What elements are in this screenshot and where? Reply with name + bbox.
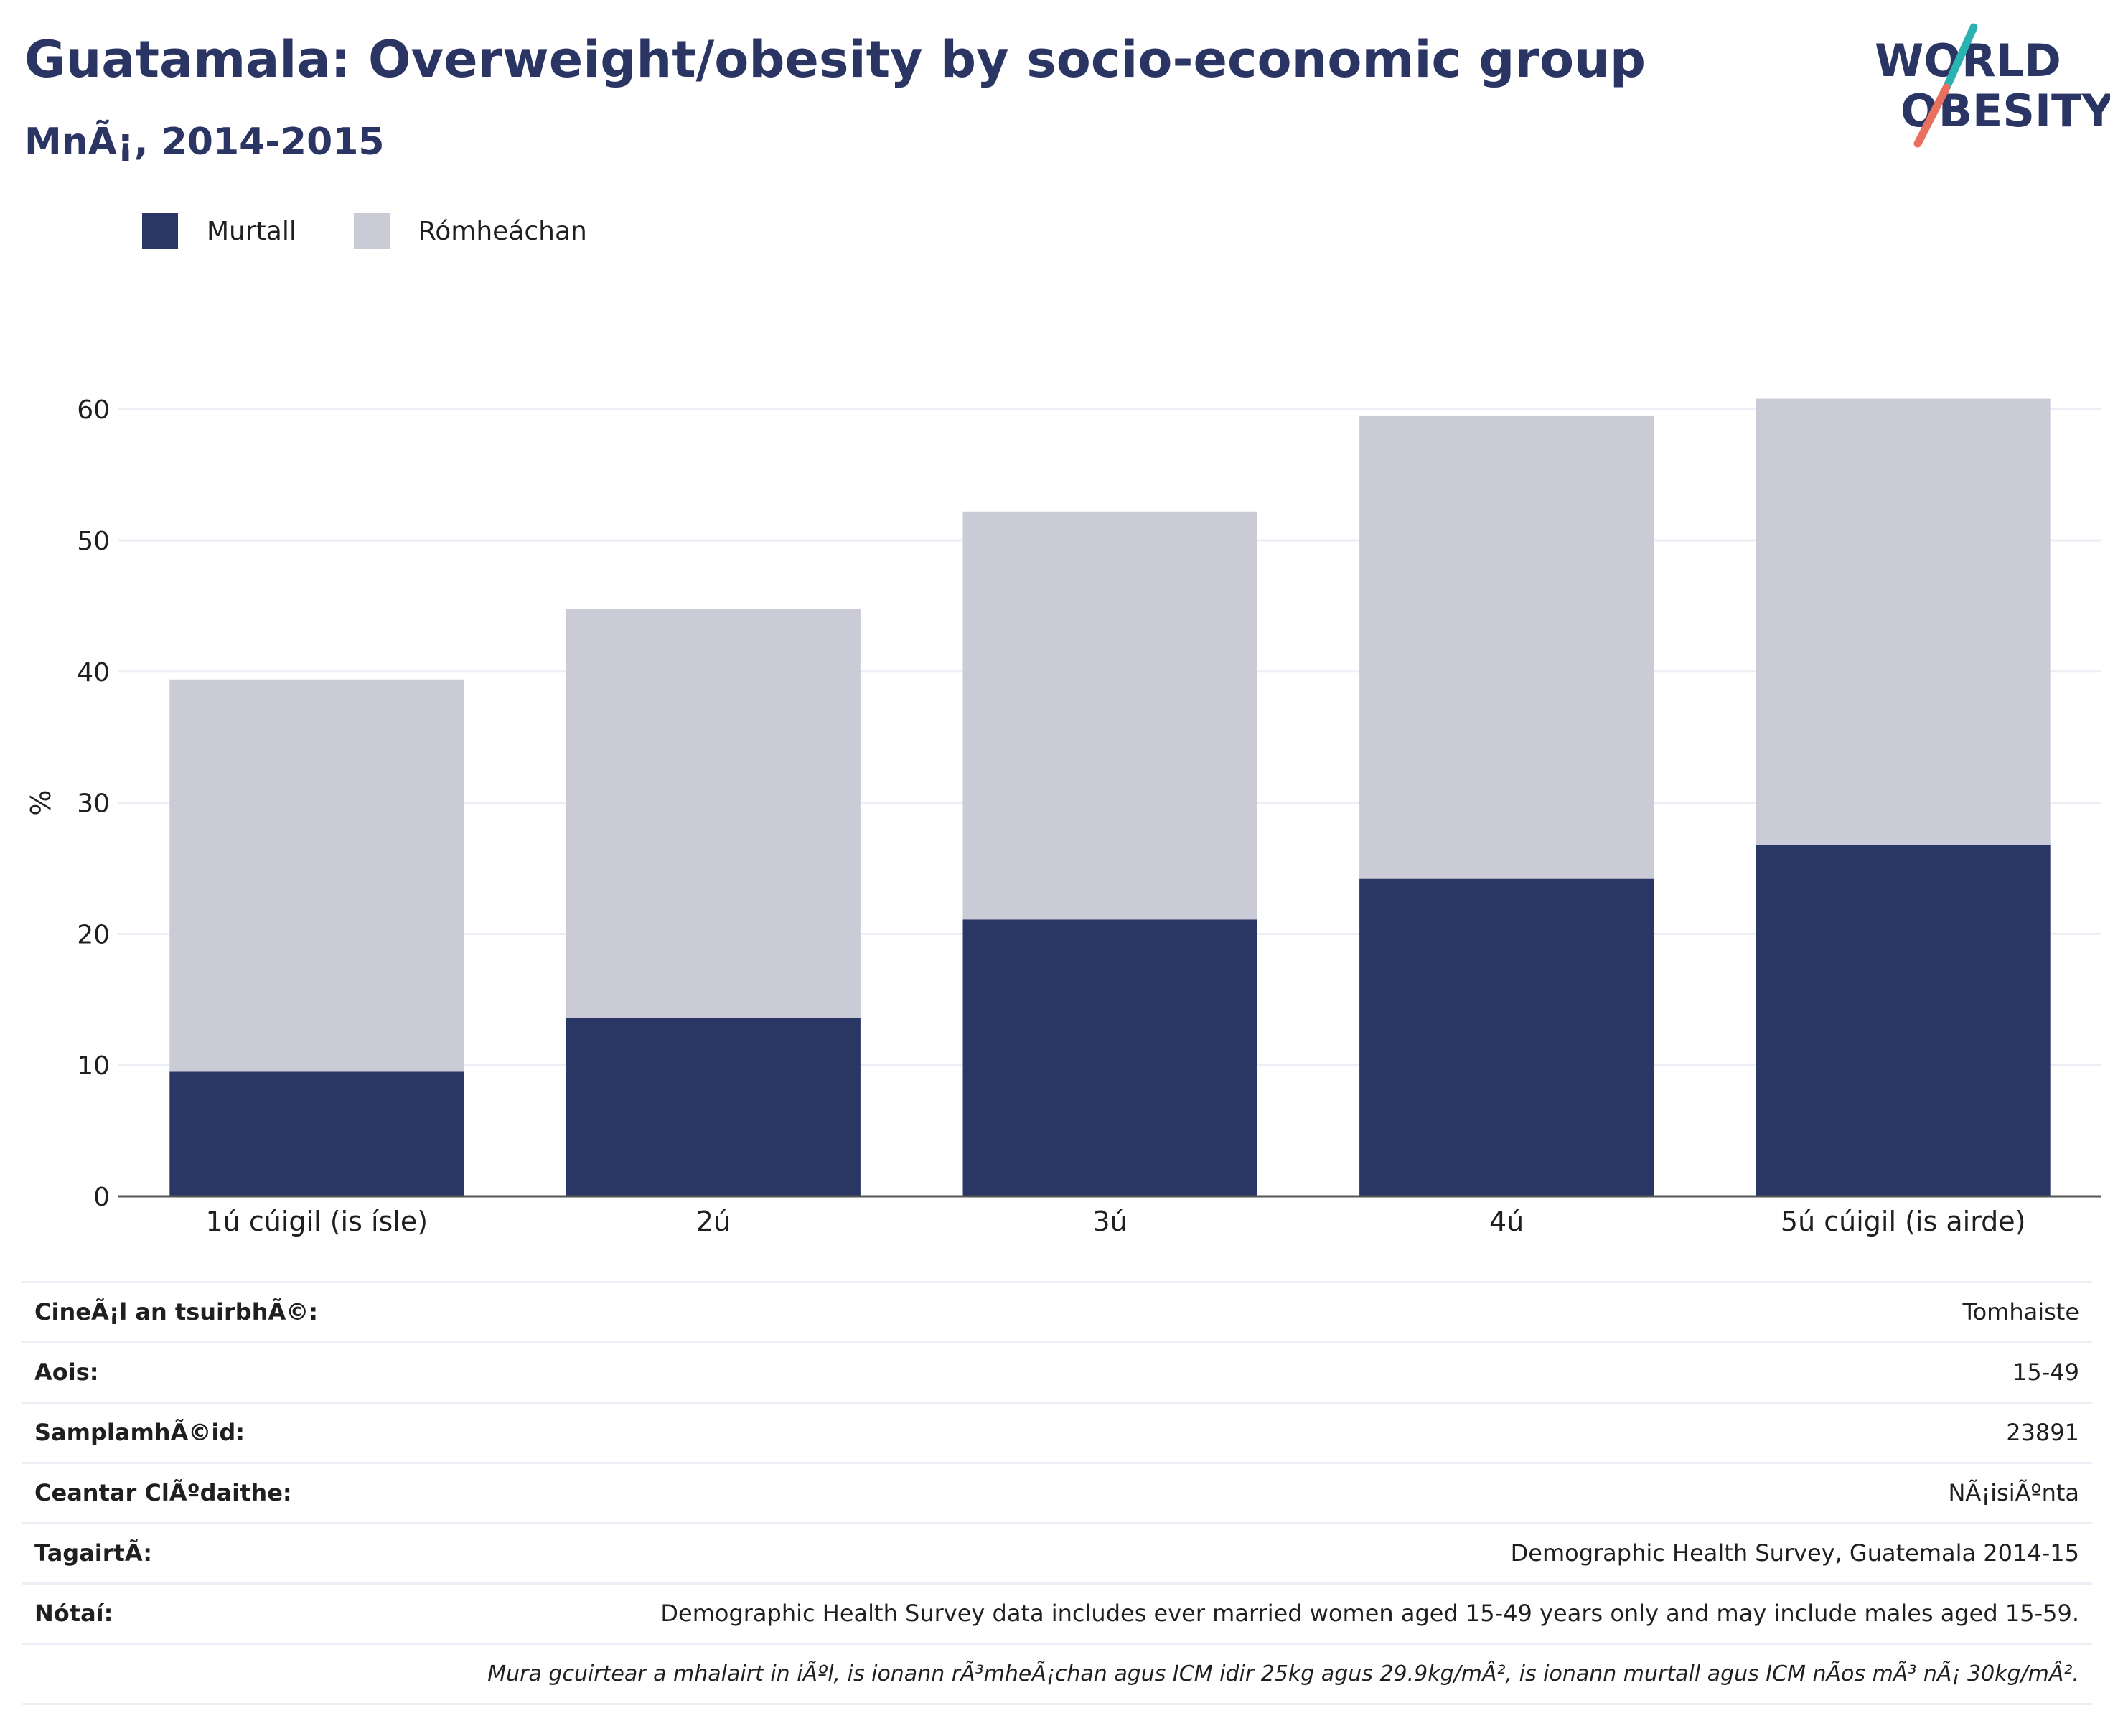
chart-legend: Murtall Rómheáchan [142, 212, 645, 250]
info-row-age: Aois: 15-49 [22, 1341, 2092, 1402]
legend-swatch-obese [142, 213, 178, 249]
logo-slash-top [1942, 23, 1978, 92]
x-tick-label: 4ú [1489, 1206, 1524, 1237]
info-row-survey-type: CineÃ¡l an tsuirbhÃ©: Tomhaiste [22, 1281, 2092, 1341]
info-row-sample-size: SamplamhÃ©id: 23891 [22, 1402, 2092, 1462]
logo-slash-bottom [1913, 83, 1951, 148]
info-label: TagairtÃ: [34, 1539, 152, 1567]
y-tick-label: 50 [77, 527, 110, 556]
bar-overweight [566, 609, 861, 1018]
y-tick-label: 40 [77, 658, 110, 688]
info-value: Mura gcuirtear a mhalairt in iÃºl, is io… [487, 1661, 2079, 1686]
bar-obese [962, 919, 1257, 1196]
info-label: CineÃ¡l an tsuirbhÃ©: [34, 1298, 319, 1326]
bar-obese [1359, 878, 1654, 1196]
info-row-notes: Nótaí: Demographic Health Survey data in… [22, 1582, 2092, 1643]
info-row-definition-note: Mura gcuirtear a mhalairt in iÃºl, is io… [22, 1643, 2092, 1705]
bar-overweight [962, 511, 1257, 920]
chart-title: Guatamala: Overweight/obesity by socio-e… [24, 30, 1646, 89]
info-row-area-covered: Ceantar ClÃºdaithe: NÃ¡isiÃºnta [22, 1462, 2092, 1522]
y-tick-label: 0 [93, 1183, 110, 1212]
legend-item-overweight: Rómheáchan [353, 213, 587, 249]
info-value: 23891 [2006, 1419, 2079, 1446]
info-value: 15-49 [2012, 1359, 2079, 1386]
survey-info-table: CineÃ¡l an tsuirbhÃ©: Tomhaiste Aois: 15… [22, 1281, 2092, 1705]
info-label: Aois: [34, 1359, 99, 1386]
bar-overweight [169, 679, 464, 1072]
legend-label-overweight: Rómheáchan [418, 216, 587, 246]
legend-swatch-overweight [353, 213, 390, 249]
chart-subtitle: MnÃ¡, 2014-2015 [24, 121, 385, 164]
y-axis-label: % [25, 790, 57, 816]
x-tick-label: 5ú cúigil (is airde) [1781, 1206, 2026, 1237]
info-label: SamplamhÃ©id: [34, 1419, 245, 1446]
bar-obese [169, 1071, 464, 1196]
legend-label-obese: Murtall [207, 216, 296, 246]
info-value: NÃ¡isiÃºnta [1948, 1479, 2079, 1506]
y-tick-label: 20 [77, 920, 110, 949]
x-tick-label: 2ú [696, 1206, 731, 1237]
x-tick-label: 1ú cúigil (is ísle) [206, 1206, 428, 1237]
bar-overweight [1359, 416, 1654, 879]
info-label: Nótaí: [34, 1600, 113, 1627]
y-tick-label: 60 [77, 395, 110, 425]
y-tick-label: 30 [77, 789, 110, 819]
bar-obese [566, 1018, 861, 1196]
y-tick-label: 10 [77, 1051, 110, 1081]
world-obesity-logo: WORLD OBESITY [1875, 23, 2110, 148]
stacked-bar-chart: 0 10 20 30 40 50 60% 1ú cúigil (is ísle) 2ú 3ú 4ú 5… [25, 395, 2101, 1237]
info-value: Demographic Health Survey data includes … [660, 1600, 2079, 1627]
bar-obese [1756, 845, 2051, 1196]
info-value: Demographic Health Survey, Guatemala 201… [1510, 1539, 2079, 1567]
legend-item-obese: Murtall [142, 213, 296, 249]
info-label: Ceantar ClÃºdaithe: [34, 1479, 292, 1506]
bar-overweight [1756, 398, 2051, 845]
x-tick-label: 3ú [1092, 1206, 1127, 1237]
info-value: Tomhaiste [1962, 1298, 2079, 1326]
info-row-reference: TagairtÃ: Demographic Health Survey, Gua… [22, 1522, 2092, 1582]
